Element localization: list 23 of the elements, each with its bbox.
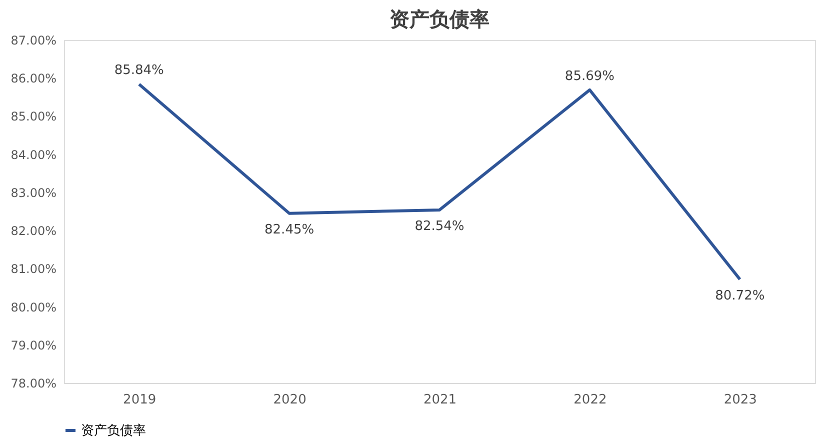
- data-label: 85.84%: [114, 63, 164, 78]
- line-series: [138, 82, 742, 281]
- x-tick-label: 2023: [724, 392, 757, 408]
- y-tick-label: 85.00%: [10, 110, 56, 124]
- x-tick-label: 2022: [574, 392, 607, 408]
- legend-label: 资产负债率: [81, 422, 146, 438]
- data-label: 85.69%: [564, 68, 614, 84]
- y-tick-label: 86.00%: [10, 72, 56, 86]
- y-tick-label: 82.00%: [10, 224, 56, 238]
- y-tick-label: 78.00%: [10, 376, 56, 390]
- y-tick-label: 80.00%: [10, 300, 56, 314]
- data-label: 80.72%: [715, 288, 765, 304]
- y-tick-label: 79.00%: [10, 338, 56, 352]
- y-tick-label: 87.00%: [10, 34, 56, 48]
- y-tick-label: 83.00%: [10, 186, 56, 200]
- y-tick-label: 84.00%: [10, 148, 56, 162]
- chart-title: 资产负债率: [390, 7, 490, 31]
- x-tick-label: 2021: [423, 392, 457, 408]
- x-tick-label: 2019: [123, 392, 156, 408]
- data-label: 82.54%: [414, 218, 464, 234]
- x-tick-label: 2020: [273, 392, 306, 408]
- data-label: 82.45%: [264, 222, 314, 238]
- y-tick-label: 81.00%: [10, 262, 56, 276]
